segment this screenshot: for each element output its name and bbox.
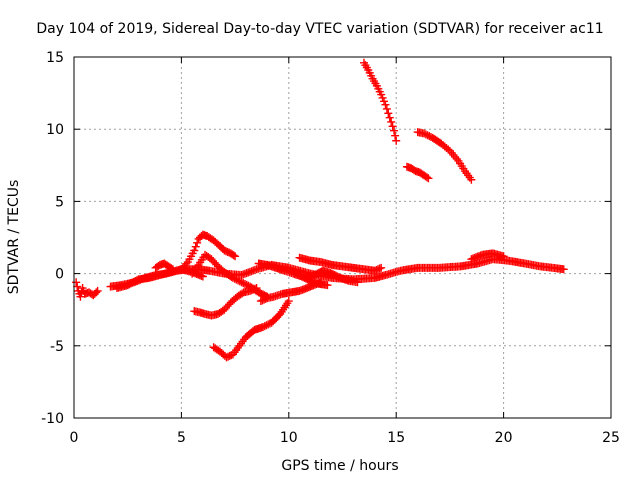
data-point <box>237 278 246 287</box>
data-point <box>190 246 199 255</box>
data-point <box>420 129 429 138</box>
data-point <box>231 252 240 261</box>
y-tick-label: 10 <box>46 122 64 138</box>
series-arc-16 <box>467 249 508 264</box>
data-point <box>191 242 200 251</box>
series-arc-4 <box>151 259 177 274</box>
data-point <box>381 100 390 109</box>
y-tick-label: -10 <box>41 411 64 427</box>
y-tick-label: 0 <box>55 267 64 283</box>
data-point <box>559 265 568 274</box>
data-point <box>387 117 396 126</box>
data-point <box>93 286 102 295</box>
data-point <box>252 284 261 293</box>
series-arc-15 <box>402 162 433 183</box>
data-point <box>378 93 387 102</box>
data-point <box>423 131 432 140</box>
ticks: 0 5 10 15 20 25 -10 -5 0 5 10 15 <box>41 50 620 446</box>
data-point <box>444 145 453 154</box>
data-point <box>242 280 251 289</box>
series-arc-12 <box>301 266 362 287</box>
x-axis-label: GPS time / hours <box>281 458 398 474</box>
y-axis-label: SDTVAR / TECUs <box>6 180 22 295</box>
data-point <box>375 264 384 273</box>
data-point <box>198 272 207 281</box>
data-point <box>193 238 202 247</box>
data-point <box>235 277 244 286</box>
data-point <box>384 109 393 118</box>
series-arc-1 <box>72 278 102 301</box>
data-point <box>92 288 101 297</box>
y-tick-label: 5 <box>55 194 64 210</box>
x-tick-label: 5 <box>177 430 186 446</box>
series-arc-14 <box>413 128 476 184</box>
data-point <box>377 90 386 99</box>
x-tick-label: 25 <box>602 430 620 446</box>
data-point <box>377 263 386 272</box>
data-point <box>229 251 238 260</box>
y-tick-label: 15 <box>46 50 64 66</box>
data-point <box>168 265 177 274</box>
data-point <box>182 259 191 268</box>
data-point <box>421 130 430 139</box>
data-point <box>228 273 237 282</box>
series-arc-5 <box>177 230 240 274</box>
data-point <box>73 282 82 291</box>
data-point <box>167 264 176 273</box>
series-arc-11 <box>295 253 386 275</box>
data-point <box>392 136 401 145</box>
data-point <box>284 297 293 306</box>
data-layer <box>72 58 568 362</box>
data-point <box>262 321 271 330</box>
data-point <box>388 122 397 131</box>
data-point <box>353 278 362 287</box>
data-point <box>250 284 259 293</box>
data-point <box>232 275 241 284</box>
data-point <box>230 274 239 283</box>
data-point <box>240 279 249 288</box>
series-arc-8 <box>209 297 293 362</box>
data-point <box>385 113 394 122</box>
x-tick-label: 0 <box>70 430 79 446</box>
data-point <box>76 292 85 301</box>
y-tick-label: -5 <box>50 339 64 355</box>
data-point <box>72 278 81 287</box>
data-point <box>390 126 399 135</box>
data-point <box>259 323 268 332</box>
data-point <box>499 252 508 261</box>
data-point <box>467 175 476 184</box>
x-tick-label: 10 <box>280 430 298 446</box>
x-tick-label: 20 <box>495 430 513 446</box>
series-arc-13 <box>359 58 401 145</box>
data-point <box>382 104 391 113</box>
data-point <box>239 279 248 288</box>
data-point <box>424 174 433 183</box>
data-point <box>234 276 243 285</box>
data-point <box>260 322 269 331</box>
data-point <box>391 131 400 140</box>
chart-title: Day 104 of 2019, Sidereal Day-to-day VTE… <box>36 21 603 37</box>
data-point <box>425 132 434 141</box>
data-point <box>264 320 273 329</box>
data-point <box>422 173 431 182</box>
data-point <box>323 281 332 290</box>
grid <box>74 57 611 418</box>
data-point <box>380 97 389 106</box>
x-tick-label: 15 <box>387 430 405 446</box>
series-arc-7 <box>190 284 261 320</box>
plot-frame <box>73 56 612 419</box>
